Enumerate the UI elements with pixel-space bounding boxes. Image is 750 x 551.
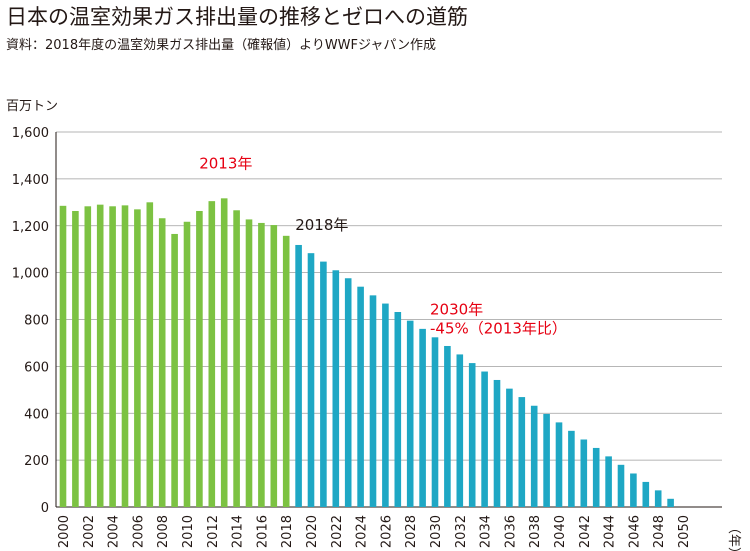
source-note: 資料：2018年度の温室効果ガス排出量（確報値）よりWWFジャパン作成 xyxy=(6,38,437,53)
x-tick-label: 2034 xyxy=(479,515,494,548)
bar-2013 xyxy=(220,198,228,507)
bar-2043 xyxy=(592,447,600,507)
bar-2012 xyxy=(208,201,216,507)
bar-2023 xyxy=(344,278,352,507)
x-tick-label: 2024 xyxy=(355,515,370,548)
x-tick-label: 2036 xyxy=(503,515,518,548)
y-tick-label: 0 xyxy=(41,501,49,516)
bar-2033 xyxy=(468,363,476,507)
bar-2014 xyxy=(233,210,240,507)
bar-2032 xyxy=(456,354,464,507)
bar-2039 xyxy=(543,413,550,507)
bar-2021 xyxy=(320,261,327,507)
bar-2010 xyxy=(183,221,191,507)
x-tick-labels: 2000 2002 2004 2006 2008 2010 2012 2014 2016 2018… xyxy=(57,515,692,548)
bar-2041 xyxy=(568,430,575,507)
bar-2020 xyxy=(307,253,315,507)
bar-2042 xyxy=(580,439,588,507)
page-title: 日本の温室効果ガス排出量の推移とゼロへの道筋 xyxy=(6,5,468,29)
bar-2049 xyxy=(667,498,674,507)
bar-2029 xyxy=(419,328,426,507)
bar-2015 xyxy=(245,219,253,507)
x-tick-label: 2002 xyxy=(82,515,97,548)
bar-2037 xyxy=(518,397,526,507)
annotation-a2030-line2: -45%（2013年比） xyxy=(430,319,567,337)
bar-2003 xyxy=(96,204,104,507)
x-tick-label: 2018 xyxy=(280,515,295,548)
y-tick-labels: 0 200 400 600 800 1,000 1,200 1,400 1,600 xyxy=(12,126,49,516)
bar-2001 xyxy=(72,210,79,507)
x-tick-label: 2040 xyxy=(553,515,568,548)
x-tick-label: 2022 xyxy=(330,515,345,548)
bar-2038 xyxy=(530,405,538,507)
x-tick-label: 2030 xyxy=(429,515,444,548)
annotation-a2013-line1: 2013年 xyxy=(199,154,252,172)
bar-2025 xyxy=(369,295,377,507)
bar-2045 xyxy=(617,464,625,507)
y-tick-label: 1,200 xyxy=(12,220,49,235)
bar-2022 xyxy=(332,270,340,507)
bar-2017 xyxy=(270,225,278,507)
x-tick-label: 2050 xyxy=(677,515,692,548)
y-tick-label: 400 xyxy=(24,407,49,422)
bar-2026 xyxy=(382,303,389,507)
bar-2046 xyxy=(630,473,637,507)
x-tick-label: 2028 xyxy=(404,515,419,548)
x-tick-label: 2044 xyxy=(603,515,618,548)
bar-2009 xyxy=(171,233,178,507)
grid-lines xyxy=(56,131,722,508)
bar-2048 xyxy=(654,490,662,507)
bar-2004 xyxy=(109,206,116,507)
x-tick-label: 2016 xyxy=(255,515,270,548)
bar-2000 xyxy=(59,205,67,507)
x-tick-label: 2046 xyxy=(627,515,642,548)
y-tick-label: 800 xyxy=(24,314,49,329)
bar-2008 xyxy=(158,218,166,507)
bar-2019 xyxy=(295,244,302,507)
x-tick-label: 2032 xyxy=(454,515,469,548)
bar-2027 xyxy=(394,312,402,507)
x-tick-label: 2006 xyxy=(131,515,146,548)
bar-2018 xyxy=(282,235,290,507)
bar-2002 xyxy=(84,206,92,507)
x-axis-label: （年） xyxy=(726,521,741,551)
bar-2047 xyxy=(642,481,650,507)
bar-2030 xyxy=(431,337,439,507)
bar-2034 xyxy=(481,371,488,507)
bar-2031 xyxy=(444,345,451,507)
y-tick-label: 1,400 xyxy=(12,173,49,188)
annotation-a2030-line1: 2030年 xyxy=(430,300,483,318)
y-tick-label: 1,600 xyxy=(12,126,49,141)
y-tick-label: 200 xyxy=(24,454,49,469)
bar-2011 xyxy=(196,210,203,507)
bar-2035 xyxy=(493,379,501,507)
x-tick-label: 2048 xyxy=(652,515,667,548)
bar-2044 xyxy=(605,456,612,507)
bar-2024 xyxy=(357,286,364,507)
x-tick-label: 2010 xyxy=(181,515,196,548)
x-tick-label: 2026 xyxy=(379,515,394,548)
x-tick-label: 2038 xyxy=(528,515,543,548)
y-tick-label: 1,000 xyxy=(12,267,49,282)
bars xyxy=(59,198,674,507)
bar-2016 xyxy=(258,222,265,507)
y-axis-label: 百万トン xyxy=(6,99,58,114)
x-tick-label: 2008 xyxy=(156,515,171,548)
annotations: 2013年 2018年 2030年-45%（2013年比） xyxy=(199,154,567,337)
bar-2007 xyxy=(146,202,154,507)
x-tick-label: 2014 xyxy=(231,515,246,548)
x-tick-label: 2020 xyxy=(305,515,320,548)
x-tick-label: 2012 xyxy=(206,515,221,548)
bar-2005 xyxy=(121,205,129,507)
bar-2040 xyxy=(555,422,563,507)
annotation-a2018-line1: 2018年 xyxy=(295,216,348,234)
bar-2036 xyxy=(506,388,513,507)
x-tick-label: 2000 xyxy=(57,515,72,548)
bar-2028 xyxy=(406,320,414,507)
x-tick-label: 2042 xyxy=(578,515,593,548)
y-tick-label: 600 xyxy=(24,360,49,375)
x-tick-label: 2004 xyxy=(107,515,122,548)
bar-2006 xyxy=(134,209,141,507)
